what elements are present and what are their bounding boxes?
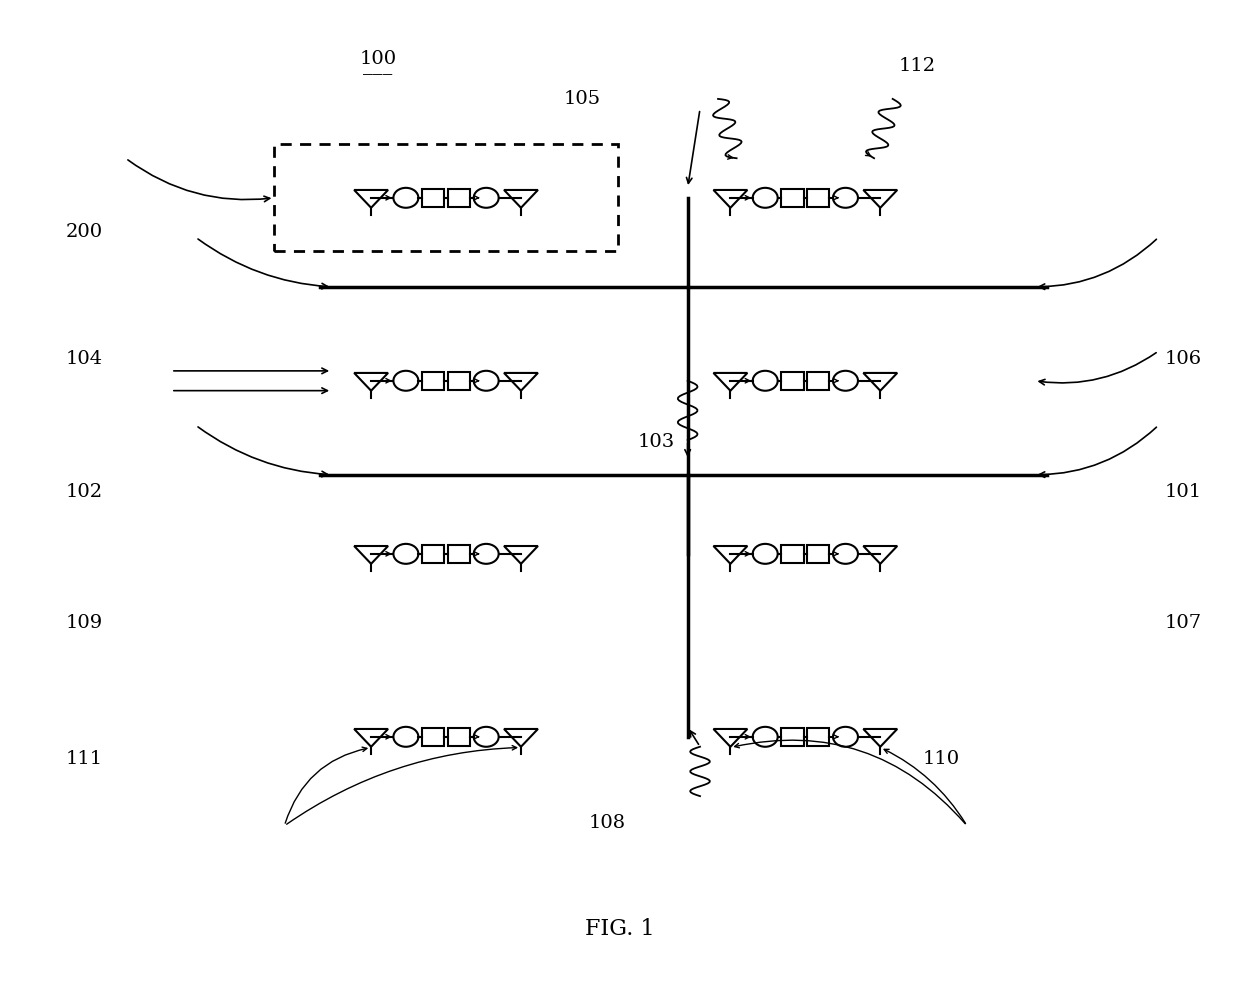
Bar: [422, 189, 445, 207]
Text: 105: 105: [564, 90, 601, 108]
Bar: [447, 189, 470, 207]
Text: 200: 200: [66, 224, 103, 241]
Bar: [807, 189, 829, 207]
Bar: [782, 372, 804, 390]
Text: 110: 110: [923, 750, 960, 767]
Text: 100: 100: [359, 50, 396, 68]
Bar: [807, 728, 829, 746]
Text: 106: 106: [1165, 350, 1202, 368]
Bar: [422, 728, 445, 746]
Text: FIG. 1: FIG. 1: [585, 918, 654, 940]
Bar: [422, 372, 445, 390]
Bar: [782, 545, 804, 563]
Bar: [422, 545, 445, 563]
Bar: [807, 372, 829, 390]
Text: 111: 111: [66, 750, 103, 767]
Bar: [447, 545, 470, 563]
Text: 108: 108: [589, 814, 626, 832]
Text: 112: 112: [898, 57, 935, 75]
Text: ___: ___: [363, 57, 393, 75]
Text: 107: 107: [1165, 614, 1202, 632]
Text: 104: 104: [66, 350, 103, 368]
Bar: [447, 372, 470, 390]
Text: 102: 102: [66, 484, 103, 501]
Text: 101: 101: [1165, 484, 1202, 501]
Bar: [782, 728, 804, 746]
Text: 109: 109: [66, 614, 103, 632]
Text: 103: 103: [638, 433, 675, 451]
Bar: [447, 728, 470, 746]
Bar: [782, 189, 804, 207]
Bar: [807, 545, 829, 563]
